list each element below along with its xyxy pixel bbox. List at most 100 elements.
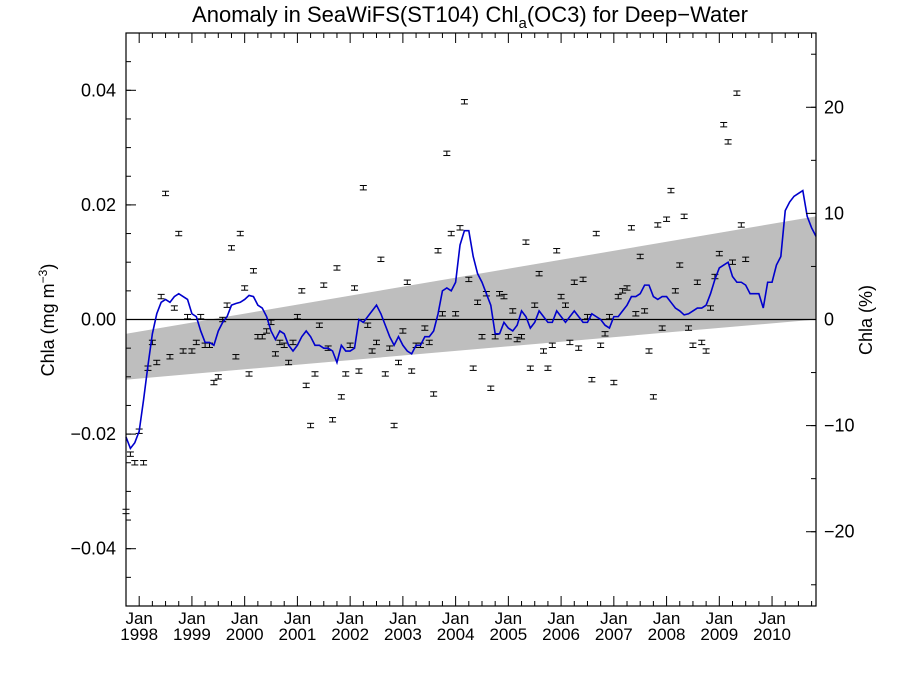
data-point [693,279,701,285]
data-point [381,371,389,377]
data-point [197,313,205,320]
data-point [311,371,319,377]
data-point [724,139,732,145]
data-point [588,376,596,383]
data-point [232,354,240,360]
data-point [249,268,257,274]
data-point [698,339,706,346]
data-point [307,422,315,429]
y-tick-label-left: 0.02 [81,195,116,215]
data-point [175,230,183,237]
data-point [408,368,416,374]
data-point [179,348,187,354]
data-point [386,345,394,351]
data-point [434,248,442,254]
data-point [715,250,723,257]
x-tick-label-year: 2001 [278,625,316,644]
data-point [605,313,613,320]
data-point [223,302,231,308]
data-point [619,288,627,294]
data-point [474,299,482,306]
data-point [601,331,609,337]
data-point [592,230,600,237]
data-point [742,256,750,263]
data-point [548,342,556,348]
y-tick-label-right: −20 [824,522,855,542]
data-point [447,230,455,237]
data-point [359,185,367,191]
data-point [566,339,574,346]
data-point [452,311,460,317]
data-point [394,359,402,366]
data-point [460,99,468,105]
x-tick-label-month: Jan [600,609,627,628]
data-point [443,150,451,157]
data-point [329,417,337,423]
data-point [280,342,288,348]
data-point [641,308,649,314]
y-axis-label-right: Chla (%) [856,285,876,355]
data-point [157,293,165,300]
data-point [614,293,622,300]
data-point [390,422,398,429]
data-point [188,348,196,354]
data-point [689,342,697,348]
data-point [373,339,381,346]
data-point [276,339,284,346]
data-point [430,391,438,397]
data-point [351,285,359,291]
data-point [737,222,745,228]
data-point [676,262,684,268]
monthly-anomaly-points [122,90,750,515]
data-point [271,351,279,357]
x-tick-label-year: 1998 [120,625,158,644]
data-point [663,216,671,222]
trend-confidence-band [126,216,816,380]
data-point [487,385,495,391]
data-point [645,348,653,354]
x-tick-label-month: Jan [231,609,258,628]
y-tick-label-left: −0.04 [70,539,116,559]
data-point [658,325,666,331]
data-point [649,394,657,400]
data-point [561,302,569,308]
data-point [438,311,446,317]
data-point [170,305,178,311]
data-point [214,374,222,380]
x-tick-label-year: 2000 [226,625,264,644]
x-tick-label-year: 2005 [489,625,527,644]
data-point [184,313,192,320]
data-point [263,328,271,334]
data-point [245,371,253,377]
data-point [632,311,640,317]
data-point [623,285,631,291]
data-point [720,121,728,128]
data-point [575,345,583,351]
data-point [636,253,644,260]
y-axis-label-left: Chla (mg m−3) [36,264,58,377]
x-tick-label-month: Jan [284,609,311,628]
data-point [298,288,306,294]
data-point [509,308,517,314]
data-point [469,365,477,371]
data-point [597,342,605,348]
data-point [522,239,530,245]
data-point [368,348,376,354]
x-tick-label-year: 2002 [331,625,369,644]
smoothed-anomaly-line [125,189,817,451]
data-point [456,225,464,231]
data-point [153,359,161,366]
data-point [346,342,354,348]
x-tick-label-year: 2010 [753,625,791,644]
data-point [504,333,512,340]
x-tick-label-year: 2007 [595,625,633,644]
data-point [579,276,587,283]
data-point [421,325,429,331]
data-point [557,293,565,300]
data-point [355,368,363,374]
data-point [707,305,715,311]
data-point [377,256,385,263]
data-point [126,451,134,457]
data-point [236,230,244,237]
chart-title: Anomaly in SeaWiFS(ST104) Chla(OC3) for … [192,2,748,32]
